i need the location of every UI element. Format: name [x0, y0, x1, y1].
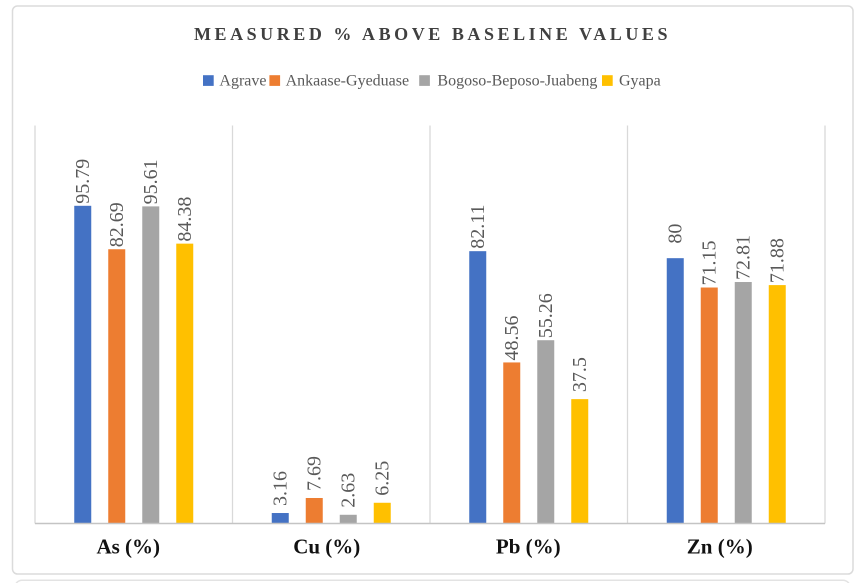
svg-text:72.81: 72.81 — [733, 235, 755, 280]
svg-text:71.15: 71.15 — [699, 241, 721, 286]
svg-text:82.69: 82.69 — [106, 202, 128, 247]
svg-text:71.88: 71.88 — [767, 238, 789, 283]
svg-text:95.61: 95.61 — [140, 159, 162, 204]
svg-text:7.69: 7.69 — [304, 456, 326, 491]
svg-text:Agrave: Agrave — [219, 73, 266, 90]
svg-text:Zn (%): Zn (%) — [687, 535, 753, 559]
svg-text:Cu (%): Cu (%) — [293, 535, 360, 559]
svg-text:80: 80 — [665, 224, 687, 244]
svg-text:Gyapa: Gyapa — [619, 73, 661, 90]
svg-text:Bogoso-Beposo-Juabeng: Bogoso-Beposo-Juabeng — [437, 73, 597, 90]
svg-text:37.5: 37.5 — [569, 357, 591, 392]
svg-text:3.16: 3.16 — [270, 471, 292, 506]
svg-text:48.56: 48.56 — [501, 315, 523, 360]
svg-text:As (%): As (%) — [96, 535, 160, 559]
svg-text:6.25: 6.25 — [372, 461, 394, 496]
svg-text:55.26: 55.26 — [535, 293, 557, 338]
svg-text:Pb (%): Pb (%) — [496, 535, 561, 559]
svg-text:MEASURED % ABOVE BASELINE VALU: MEASURED % ABOVE BASELINE VALUES — [194, 24, 671, 44]
svg-text:2.63: 2.63 — [338, 473, 360, 508]
svg-text:84.38: 84.38 — [174, 197, 196, 242]
svg-text:82.11: 82.11 — [467, 205, 489, 249]
svg-text:95.79: 95.79 — [72, 159, 94, 204]
svg-text:Ankaase-Gyeduase: Ankaase-Gyeduase — [286, 73, 410, 90]
